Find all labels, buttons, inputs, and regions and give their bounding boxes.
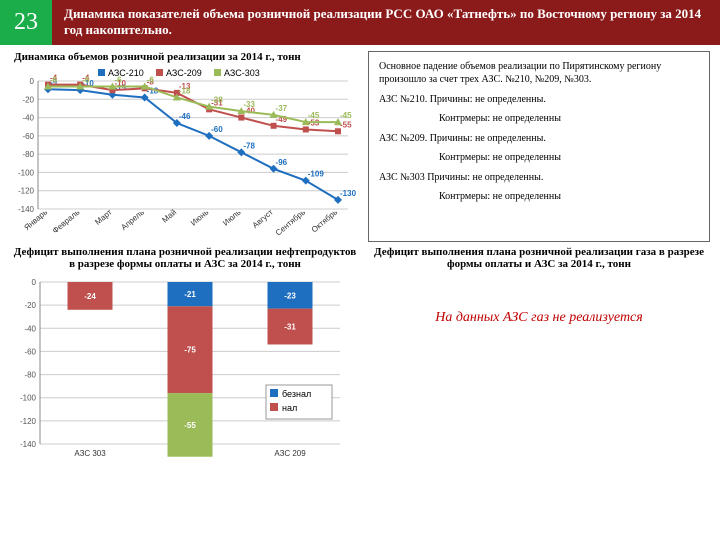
svg-text:-33: -33 bbox=[243, 100, 255, 109]
svg-text:-31: -31 bbox=[284, 322, 296, 331]
svg-text:-45: -45 bbox=[308, 111, 320, 120]
svg-text:Февраль: Февраль bbox=[51, 207, 82, 235]
svg-text:-55: -55 bbox=[340, 120, 352, 129]
svg-text:-120: -120 bbox=[20, 416, 37, 425]
svg-text:Апрель: Апрель bbox=[119, 207, 146, 231]
analysis-p1: Основное падение объемов реализации по П… bbox=[379, 60, 699, 87]
slide-title: Динамика показателей объема розничной ре… bbox=[52, 0, 720, 45]
svg-text:0: 0 bbox=[32, 278, 37, 287]
svg-text:-28: -28 bbox=[211, 95, 223, 104]
svg-text:Октябрь: Октябрь bbox=[310, 207, 340, 234]
svg-text:-140: -140 bbox=[18, 205, 35, 214]
gas-block: Дефицит выполнения плана розничной реали… bbox=[368, 244, 710, 474]
svg-text:-6: -6 bbox=[82, 75, 90, 84]
svg-text:-80: -80 bbox=[22, 150, 34, 159]
svg-text:-100: -100 bbox=[20, 393, 37, 402]
svg-text:Июнь: Июнь bbox=[189, 207, 210, 227]
analysis-p2b: Контрмеры: не определенны bbox=[379, 112, 699, 126]
svg-text:-37: -37 bbox=[276, 103, 288, 112]
svg-text:-60: -60 bbox=[22, 131, 34, 140]
svg-text:0: 0 bbox=[30, 77, 35, 86]
svg-text:АЗС-210: АЗС-210 bbox=[108, 68, 144, 78]
bar-chart-block: Дефицит выполнения плана розничной реали… bbox=[10, 244, 360, 474]
svg-text:-6: -6 bbox=[50, 75, 58, 84]
svg-text:-80: -80 bbox=[24, 370, 36, 379]
chart2-title: Дефицит выполнения плана розничной реали… bbox=[10, 246, 360, 270]
svg-text:безнал: безнал bbox=[282, 389, 311, 399]
svg-text:-23: -23 bbox=[284, 291, 296, 300]
bar-chart: -140 -120 -100 -80 -60 -40 -20 0 АЗС 303 -24 АЗС 2… bbox=[10, 274, 360, 474]
svg-text:-109: -109 bbox=[308, 169, 325, 178]
svg-text:нал: нал bbox=[282, 403, 297, 413]
svg-text:-18: -18 bbox=[179, 86, 191, 95]
line-chart: -140-120-100-80-60-40-200ЯнварьФевральМа… bbox=[10, 67, 360, 242]
svg-text:АЗС-303: АЗС-303 bbox=[224, 68, 260, 78]
svg-text:АЗС 209: АЗС 209 bbox=[274, 449, 306, 458]
svg-text:Сентябрь: Сентябрь bbox=[274, 207, 307, 237]
analysis-p3b: Контрмеры: не определенны bbox=[379, 151, 699, 165]
svg-text:-140: -140 bbox=[20, 440, 37, 449]
svg-text:-78: -78 bbox=[243, 141, 255, 150]
svg-text:-20: -20 bbox=[24, 301, 36, 310]
analysis-p4b: Контрмеры: не определенны bbox=[379, 190, 699, 204]
svg-text:-96: -96 bbox=[276, 157, 288, 166]
header: 23 Динамика показателей объема розничной… bbox=[0, 0, 720, 45]
svg-text:-100: -100 bbox=[18, 168, 35, 177]
svg-text:Июль: Июль bbox=[221, 207, 242, 227]
svg-text:-55: -55 bbox=[184, 420, 196, 429]
svg-text:-21: -21 bbox=[184, 290, 196, 299]
svg-text:-60: -60 bbox=[211, 124, 223, 133]
svg-text:-20: -20 bbox=[22, 95, 34, 104]
svg-text:-60: -60 bbox=[24, 347, 36, 356]
analysis-p4a: АЗС №303 Причины: не определенны. bbox=[379, 171, 699, 185]
svg-text:Август: Август bbox=[251, 207, 275, 230]
gas-title: Дефицит выполнения плана розничной реали… bbox=[368, 246, 710, 270]
svg-text:-130: -130 bbox=[340, 188, 357, 197]
svg-text:-40: -40 bbox=[22, 113, 34, 122]
svg-text:-24: -24 bbox=[84, 291, 96, 300]
chart1-title: Динамика объемов розничной реализации за… bbox=[14, 51, 360, 63]
analysis-p2a: АЗС №210. Причины: не определенны. bbox=[379, 93, 699, 107]
analysis-p3a: АЗС №209. Причины: не определенны. bbox=[379, 132, 699, 146]
slide-number: 23 bbox=[0, 0, 52, 45]
svg-text:-46: -46 bbox=[179, 112, 191, 121]
svg-text:Май: Май bbox=[160, 207, 178, 224]
analysis-textbox: Основное падение объемов реализации по П… bbox=[368, 51, 710, 242]
svg-text:Март: Март bbox=[93, 207, 114, 226]
svg-text:-120: -120 bbox=[18, 186, 35, 195]
svg-text:АЗС 303: АЗС 303 bbox=[74, 449, 106, 458]
svg-text:-40: -40 bbox=[24, 324, 36, 333]
svg-text:-75: -75 bbox=[184, 345, 196, 354]
svg-text:АЗС-209: АЗС-209 bbox=[166, 68, 202, 78]
gas-note: На данных АЗС газ не реализуется bbox=[368, 310, 710, 326]
line-chart-block: Динамика объемов розничной реализации за… bbox=[10, 51, 360, 242]
svg-text:-6: -6 bbox=[114, 75, 122, 84]
svg-text:-6: -6 bbox=[147, 75, 155, 84]
svg-text:-45: -45 bbox=[340, 111, 352, 120]
